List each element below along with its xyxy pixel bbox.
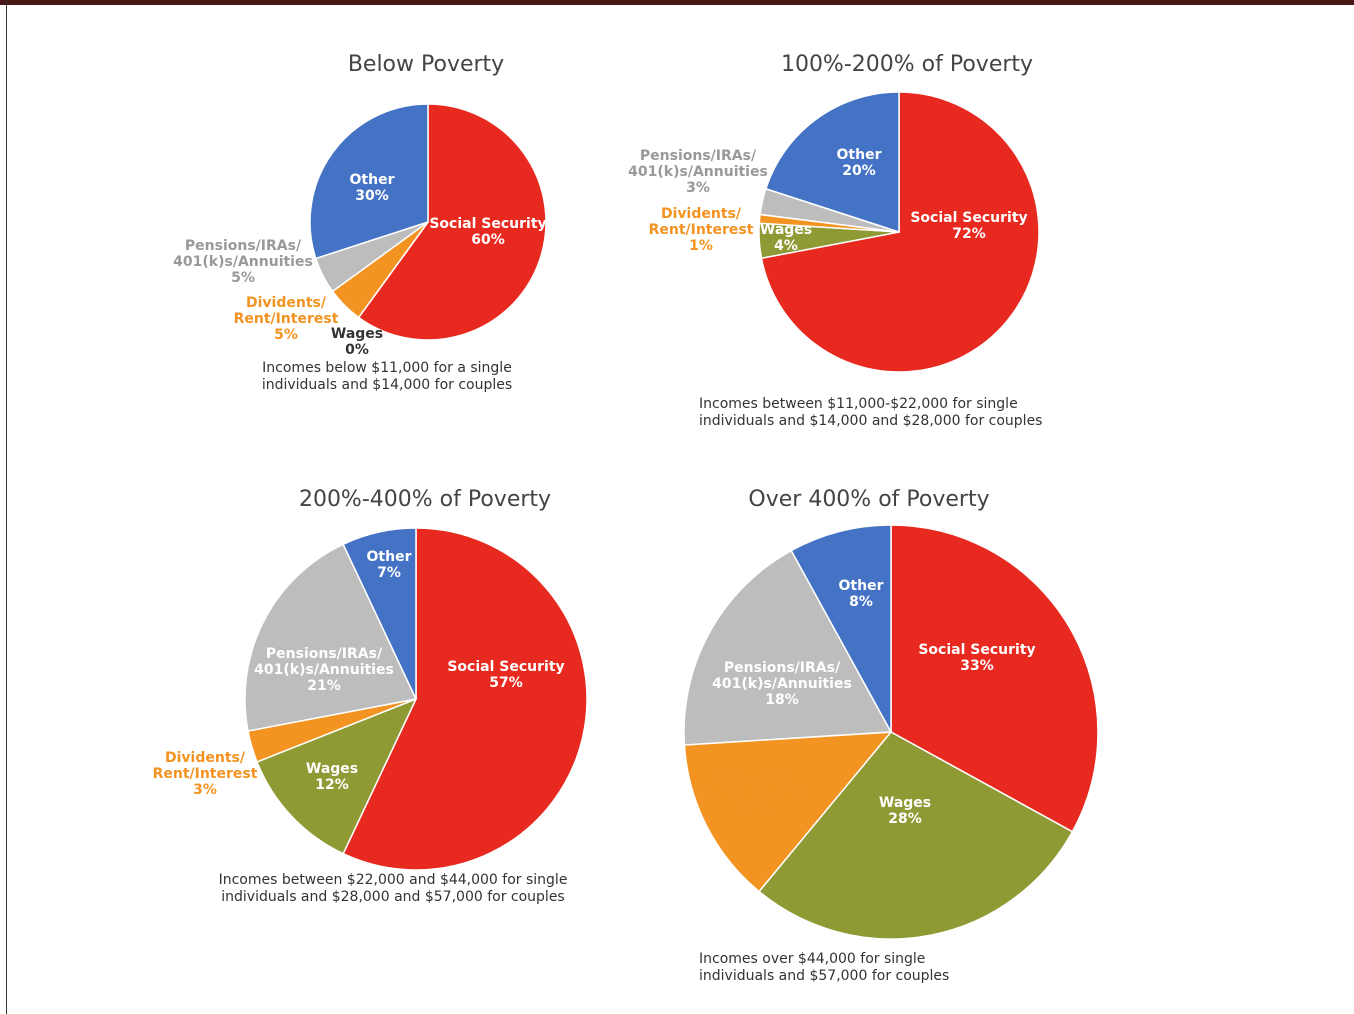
left-border: [6, 0, 7, 1014]
chart-title: Below Poverty: [347, 52, 505, 77]
slice-value: 4%: [774, 238, 798, 254]
slice-label: Social Security 72%: [910, 210, 1027, 242]
slice-value: 0%: [345, 342, 369, 358]
slice-value: 3%: [686, 180, 710, 196]
slice-name: Social Security: [918, 642, 1036, 658]
slice-name: Other: [838, 578, 884, 594]
slice-name: Other: [349, 172, 395, 188]
slice-label: Dividents/ Rent/Interest 1%: [649, 206, 754, 254]
pie-slice: [309, 103, 429, 260]
slice-value: 5%: [231, 270, 255, 286]
pie-slice: [342, 527, 417, 700]
slice-name: Pensions/IRAs/ 401(k)s/Annuities: [712, 660, 852, 692]
slice-label: Wages 28%: [879, 795, 931, 827]
slice-label: Wages 12%: [306, 761, 358, 793]
pie-slice: [764, 91, 900, 234]
slice-label: Pensions/IRAs/ 401(k)s/Annuities 18%: [712, 660, 852, 708]
top-bar: [0, 0, 1354, 5]
slice-value: 20%: [842, 163, 876, 179]
pie-slice: [244, 543, 418, 732]
pie-slice: [760, 91, 1040, 373]
slice-value: 3%: [193, 782, 217, 798]
slice-name: Other: [366, 549, 412, 565]
slice-value: 8%: [849, 594, 873, 610]
slice-value: 72%: [952, 226, 986, 242]
pie-slice: [757, 731, 1074, 940]
pie-slice: [790, 524, 892, 733]
chart-note: Incomes below $11,000 for a single indiv…: [261, 360, 513, 393]
slice-label: Social Security 60%: [429, 216, 546, 248]
slice-value: 57%: [489, 675, 523, 691]
chart-note: Incomes over $44,000 for single individu…: [699, 951, 950, 984]
slice-value: 13%: [738, 800, 772, 816]
pie-slice: [683, 549, 893, 746]
chart-title: 100%-200% of Poverty: [780, 52, 1034, 77]
slice-label: Other 30%: [350, 172, 395, 204]
pie-slice: [342, 527, 588, 871]
slice-label: Dividents/ Rent/Interest 3%: [153, 750, 258, 798]
pie-slice: [890, 524, 1099, 833]
slice-value: 21%: [307, 678, 341, 694]
slice-name: Dividents/ Rent/Interest: [152, 750, 258, 782]
slice-label: Dividents/ Rent/Interest 13%: [703, 768, 808, 816]
chart-note: Incomes between $22,000 and $44,000 for …: [218, 872, 568, 905]
pie-slice: [683, 731, 893, 893]
slice-label: Other 20%: [837, 147, 882, 179]
slice-name: Pensions/IRAs/ 401(k)s/Annuities: [173, 238, 313, 270]
chart-note: Incomes between $11,000-$22,000 for sing…: [699, 396, 1043, 429]
slice-value: 1%: [689, 238, 713, 254]
slice-name: Social Security: [429, 216, 547, 232]
slice-name: Pensions/IRAs/ 401(k)s/Annuities: [628, 148, 768, 180]
slice-label: Pensions/IRAs/ 401(k)s/Annuities 3%: [628, 148, 768, 196]
slice-value: 30%: [355, 188, 389, 204]
slice-name: Pensions/IRAs/ 401(k)s/Annuities: [254, 646, 394, 678]
slice-label: Dividents/ Rent/Interest 5%: [234, 295, 339, 343]
slice-name: Dividents/ Rent/Interest: [233, 295, 339, 327]
slice-name: Wages: [330, 326, 384, 342]
slice-value: 12%: [315, 777, 349, 793]
slice-name: Social Security: [910, 210, 1028, 226]
slice-label: Pensions/IRAs/ 401(k)s/Annuities 21%: [254, 646, 394, 694]
slice-value: 18%: [765, 692, 799, 708]
slice-label: Wages 0%: [331, 326, 383, 358]
slice-value: 7%: [377, 565, 401, 581]
slice-name: Other: [836, 147, 882, 163]
slice-value: 5%: [274, 327, 298, 343]
slice-label: Social Security 57%: [447, 659, 564, 691]
slice-label: Other 8%: [839, 578, 884, 610]
slice-name: Wages: [305, 761, 359, 777]
chart-title: 200%-400% of Poverty: [298, 487, 552, 512]
slice-label: Other 7%: [367, 549, 412, 581]
slice-value: 60%: [471, 232, 505, 248]
slice-name: Dividents/ Rent/Interest: [702, 768, 808, 800]
chart-title: Over 400% of Poverty: [748, 487, 990, 512]
slice-label: Social Security 33%: [918, 642, 1035, 674]
pie-slice: [256, 697, 418, 855]
slice-label: Wages 4%: [760, 222, 812, 254]
slice-label: Pensions/IRAs/ 401(k)s/Annuities 5%: [173, 238, 313, 286]
slice-value: 33%: [960, 658, 994, 674]
slice-name: Social Security: [447, 659, 565, 675]
slice-value: 28%: [888, 811, 922, 827]
slice-name: Wages: [878, 795, 932, 811]
pie-slice: [357, 103, 547, 341]
slice-name: Wages: [759, 222, 813, 238]
slice-name: Dividents/ Rent/Interest: [648, 206, 754, 238]
